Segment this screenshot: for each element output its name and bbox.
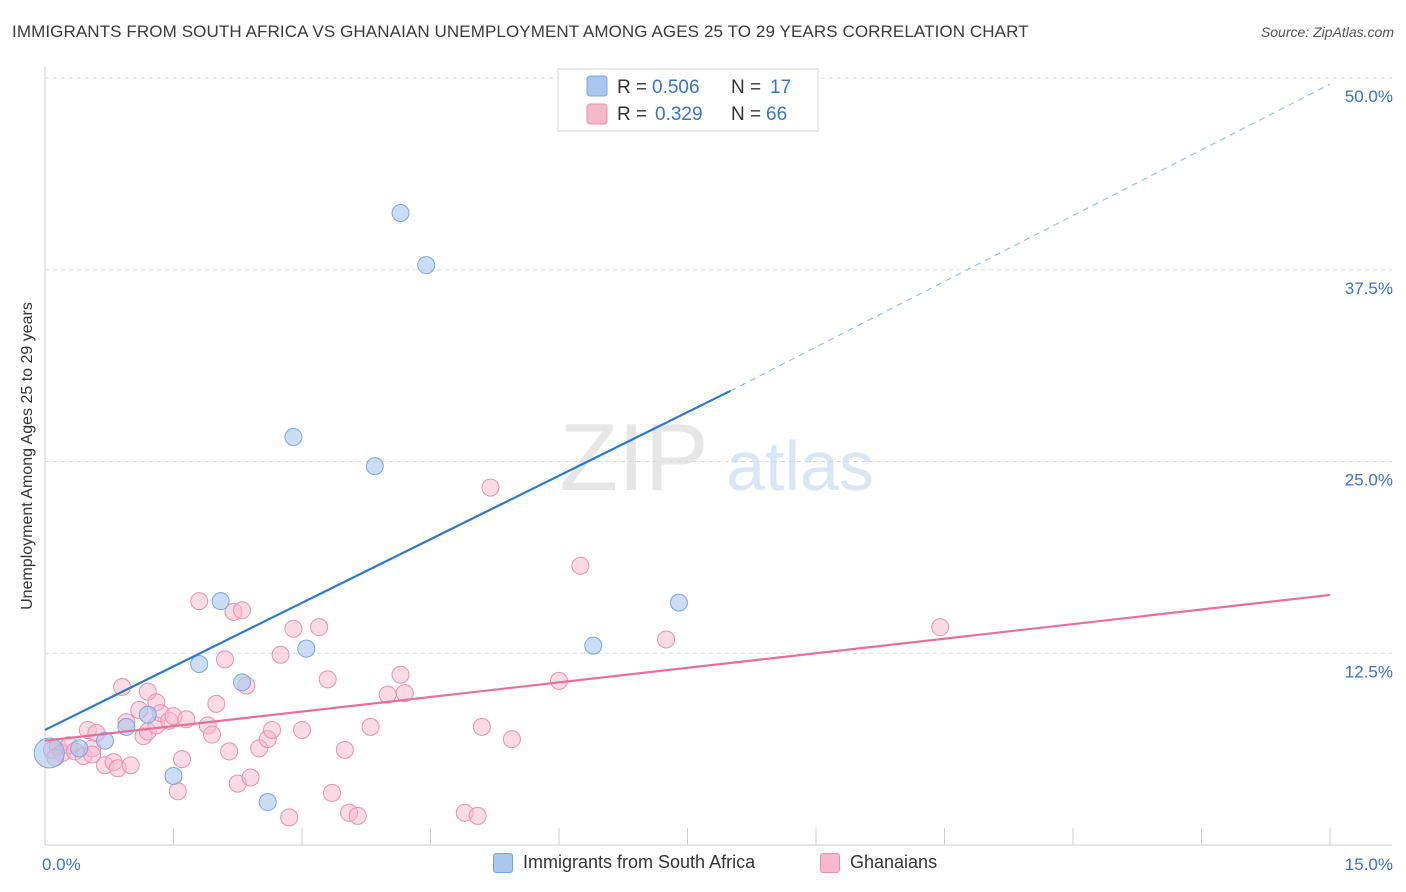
ghanaians-point: [280, 808, 299, 827]
ghanaians-point: [190, 592, 209, 611]
ghanaians-point: [931, 618, 950, 637]
bottom-legend-label-ghanaians: Ghanaians: [850, 852, 938, 872]
ghanaians-point: [481, 478, 500, 497]
legend-n-label-1: N =: [731, 77, 761, 98]
legend-r-label-2: R =: [617, 104, 647, 125]
ghanaians-point: [241, 768, 260, 787]
legend-swatch-ghanaians: [586, 103, 608, 125]
ghanaians-point: [173, 750, 192, 769]
south-africa-point: [297, 639, 316, 658]
ghanaians-point: [318, 670, 337, 689]
ghanaians-point: [335, 740, 354, 759]
south-africa-trend-extension: [730, 83, 1331, 392]
legend: R = 0.506 N = 17 R = 0.329 N = 66: [557, 68, 819, 132]
trend-lines: [44, 83, 1331, 742]
bottom-legend-swatch-south-africa: [493, 852, 513, 873]
ghanaians-point: [468, 806, 487, 825]
y-tick-label: 37.5%: [1345, 279, 1393, 298]
x-tick-label: 15.0%: [1345, 855, 1393, 874]
ghanaians-point: [361, 717, 380, 736]
south-africa-point: [33, 737, 65, 769]
ghanaians-point: [168, 782, 187, 801]
south-africa-point: [258, 793, 277, 812]
y-tick-label: 12.5%: [1345, 662, 1393, 681]
south-africa-point: [138, 705, 157, 724]
ghanaians-point: [472, 717, 491, 736]
legend-r-label-1: R =: [617, 77, 647, 98]
south-africa-point: [164, 766, 183, 785]
ghanaians-point: [310, 618, 329, 637]
x-tick-label: 0.0%: [42, 855, 81, 874]
ghanaians-point: [271, 645, 290, 664]
south-africa-point: [190, 654, 209, 673]
watermark-atlas: atlas: [726, 427, 874, 505]
legend-n-value-1: 17: [770, 77, 791, 98]
south-africa-point: [284, 427, 303, 446]
south-africa-point: [95, 731, 114, 750]
legend-swatch-south-africa: [586, 75, 608, 97]
ghanaians-point: [395, 684, 414, 703]
south-africa-point: [391, 203, 410, 222]
ghanaians-point: [233, 601, 252, 620]
source-label: Source: ZipAtlas.com: [1260, 24, 1394, 40]
chart-title: IMMIGRANTS FROM SOUTH AFRICA VS GHANAIAN…: [12, 22, 1029, 41]
bottom-legend-item-south-africa: Immigrants from South Africa: [493, 852, 755, 873]
south-africa-point: [70, 739, 89, 758]
ghanaians-point: [293, 720, 311, 739]
bottom-legend-label-south-africa: Immigrants from South Africa: [523, 852, 756, 872]
axes: [44, 67, 1392, 846]
south-africa-point: [417, 256, 436, 275]
y-tick-label: 25.0%: [1345, 471, 1393, 490]
ghanaians-point: [215, 650, 234, 669]
watermark-zip: ZIP: [559, 404, 708, 511]
bottom-legend: Immigrants from South Africa Ghanaians: [0, 852, 1406, 878]
bottom-legend-swatch-ghanaians: [820, 852, 840, 873]
legend-r-value-2: 0.329: [655, 104, 703, 125]
legend-n-value-2: 66: [766, 104, 787, 125]
ghanaians-point: [657, 630, 676, 649]
south-africa-point: [669, 593, 688, 612]
y-tick-label: 50.0%: [1345, 87, 1393, 106]
south-africa-trend-line: [44, 389, 731, 731]
ghanaians-point: [348, 806, 367, 825]
ticks: 12.5% 25.0% 37.5% 50.0% 0.0% 15.0%: [42, 87, 1393, 874]
bottom-legend-item-ghanaians: Ghanaians: [820, 852, 937, 873]
ghanaians-point: [502, 730, 521, 749]
south-africa-point: [584, 636, 603, 655]
ghanaians-point: [322, 783, 341, 802]
ghanaians-point: [203, 725, 222, 744]
south-africa-point: [211, 592, 230, 611]
ghanaians-point: [391, 665, 410, 684]
south-africa-point: [233, 673, 252, 692]
legend-n-label-2: N =: [731, 104, 761, 125]
ghanaians-point: [121, 756, 140, 775]
grid: [45, 77, 1392, 654]
south-africa-point: [365, 457, 384, 476]
ghanaians-point: [263, 720, 282, 739]
ghanaians-point: [284, 619, 303, 638]
ghanaians-point: [220, 742, 239, 761]
ghanaians-point: [571, 556, 590, 575]
legend-r-value-1: 0.506: [652, 77, 700, 98]
south-africa-points: [33, 203, 688, 812]
ghanaians-trend-line: [44, 593, 1331, 742]
watermark: ZIP atlas: [559, 404, 874, 511]
ghanaians-point: [207, 694, 226, 713]
